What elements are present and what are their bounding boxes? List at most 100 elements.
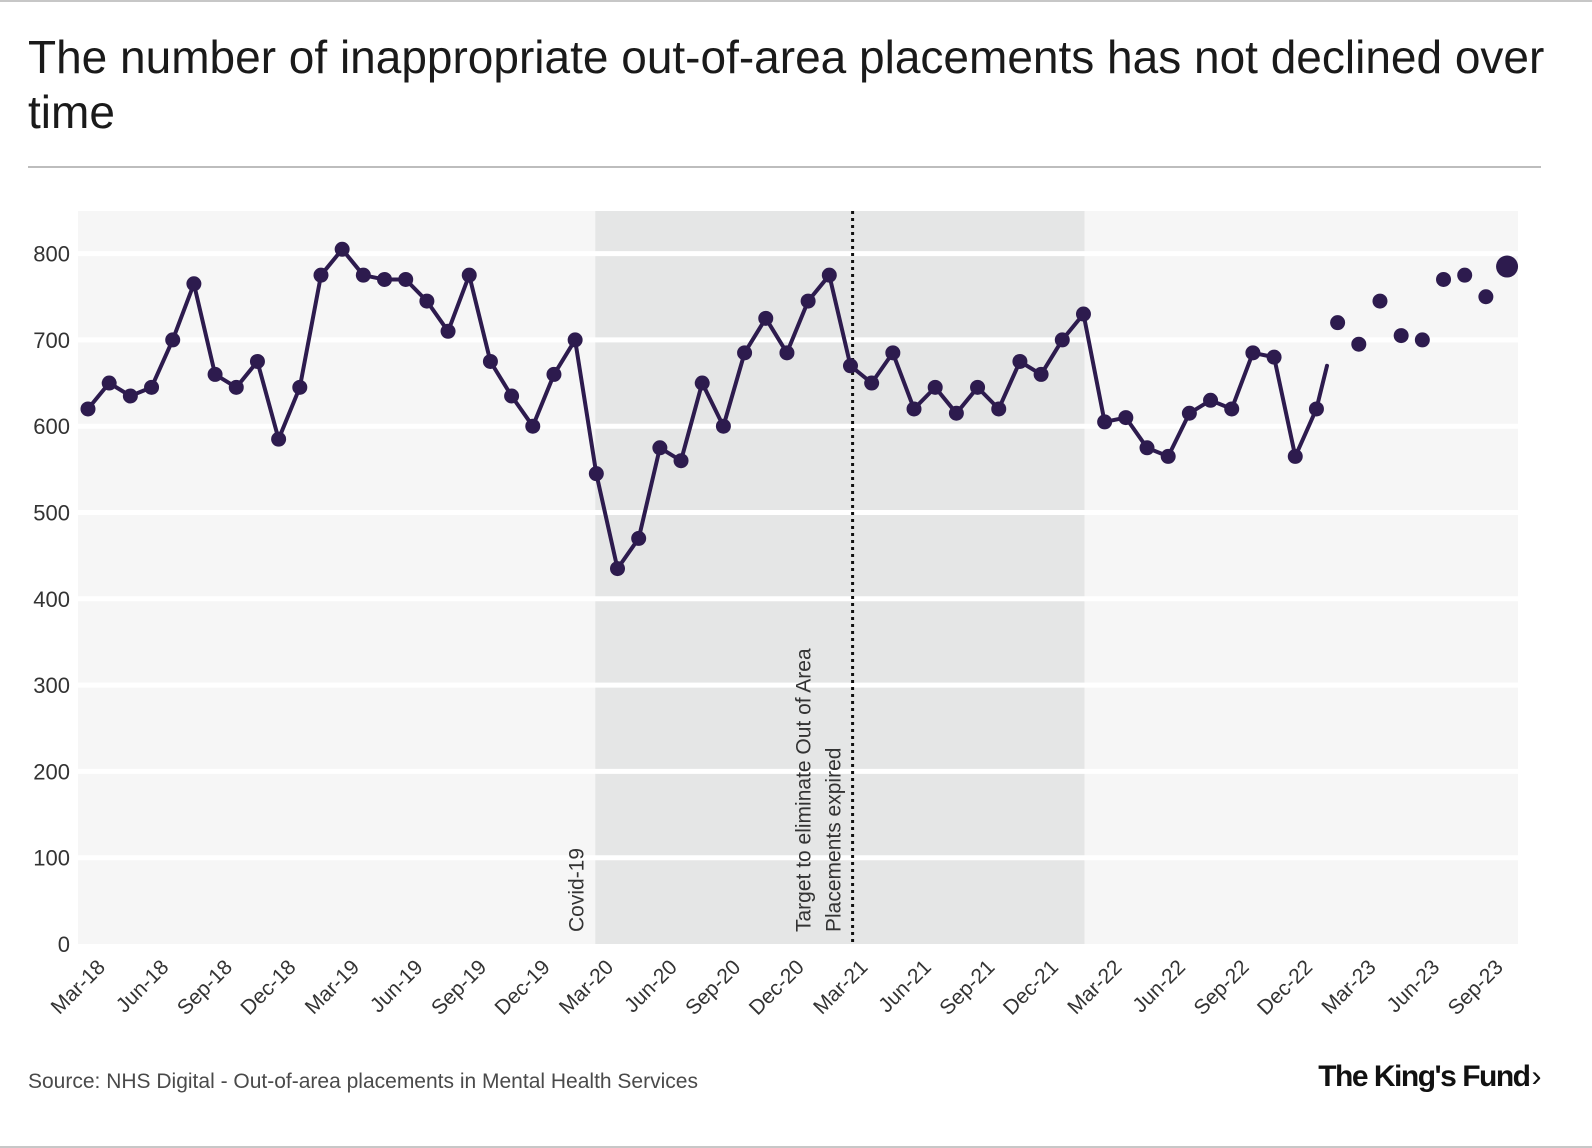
data-point [1118, 410, 1134, 426]
data-point [144, 379, 160, 395]
x-tick-label: Sep-20 [681, 956, 745, 1020]
data-point [1012, 353, 1028, 369]
data-point [588, 466, 604, 482]
data-point [864, 375, 880, 391]
data-point [228, 379, 244, 395]
x-tick-label: Mar-18 [47, 956, 110, 1019]
data-point [1033, 366, 1049, 382]
data-point [1224, 401, 1240, 417]
x-tick-label: Jun-21 [874, 956, 936, 1018]
data-point [885, 345, 901, 361]
data-point [355, 267, 371, 283]
data-point [546, 366, 562, 382]
data-point [1436, 271, 1452, 287]
x-tick-label: Sep-21 [935, 956, 999, 1020]
data-point [1308, 401, 1324, 417]
x-tick-label: Sep-18 [173, 956, 237, 1020]
data-point [313, 267, 329, 283]
x-tick-label: Dec-18 [236, 956, 300, 1020]
data-point [1160, 448, 1176, 464]
data-point [842, 358, 858, 374]
data-point [737, 345, 753, 361]
data-point [991, 401, 1007, 417]
y-tick-label: 800 [33, 242, 70, 267]
data-point [80, 401, 96, 417]
data-point [1181, 405, 1197, 421]
data-point [334, 241, 350, 257]
y-tick-label: 300 [33, 673, 70, 698]
x-tick-label: Dec-21 [999, 956, 1063, 1020]
data-point [1393, 328, 1409, 344]
title-divider [28, 166, 1541, 168]
top-border [0, 0, 1592, 2]
source-note: Source: NHS Digital - Out-of-area placem… [28, 1070, 698, 1093]
x-tick-label: Jun-23 [1383, 956, 1445, 1018]
data-point [1372, 293, 1388, 309]
data-point [715, 418, 731, 434]
annotation-label: Placements expired [823, 748, 846, 932]
x-tick-label: Jun-19 [366, 956, 428, 1018]
y-tick-label: 0 [58, 932, 70, 957]
data-point [567, 332, 583, 348]
annotation-label: Target to eliminate Out of Area [793, 648, 816, 932]
data-point [821, 267, 837, 283]
logo-text: The King's Fund [1318, 1060, 1531, 1093]
y-tick-label: 500 [33, 501, 70, 526]
data-point [1139, 440, 1155, 456]
data-point [652, 440, 668, 456]
data-point [482, 353, 498, 369]
data-point [631, 530, 647, 546]
x-tick-label: Jun-22 [1128, 956, 1190, 1018]
data-point [1266, 349, 1282, 365]
data-point [440, 323, 456, 339]
data-point [186, 276, 202, 292]
x-tick-label: Mar-21 [809, 956, 872, 1019]
data-point [419, 293, 435, 309]
data-point [800, 293, 816, 309]
bottom-border [0, 1146, 1592, 1148]
data-point [610, 561, 625, 577]
x-tick-label: Mar-19 [301, 956, 364, 1019]
y-tick-label: 100 [33, 846, 70, 871]
chevron-right-icon: › [1531, 1060, 1542, 1093]
data-point [1245, 345, 1261, 361]
data-point [906, 401, 922, 417]
data-point [1203, 392, 1219, 408]
data-point [461, 267, 477, 283]
x-tick-label: Dec-20 [745, 956, 809, 1020]
x-tick-label: Jun-18 [112, 956, 174, 1018]
data-point [398, 271, 414, 287]
data-point [1496, 255, 1519, 278]
x-tick-label: Jun-20 [620, 956, 682, 1018]
x-tick-label: Mar-22 [1063, 956, 1126, 1019]
data-point [165, 332, 181, 348]
y-tick-label: 600 [33, 414, 70, 439]
data-point [1330, 315, 1346, 331]
data-point [377, 271, 393, 287]
data-point [525, 418, 541, 434]
x-tick-label: Sep-22 [1190, 956, 1254, 1020]
data-point [673, 453, 689, 469]
data-point [1478, 289, 1494, 305]
data-point [694, 375, 710, 391]
data-point [1414, 332, 1430, 348]
data-point [504, 388, 520, 404]
data-point [927, 379, 943, 395]
shaded-period-0 [595, 211, 1085, 944]
data-point [779, 345, 795, 361]
data-point [101, 375, 117, 391]
y-tick-label: 400 [33, 587, 70, 612]
data-point [207, 366, 223, 382]
chart-title: The number of inappropriate out-of-area … [28, 31, 1545, 138]
data-point [1054, 332, 1070, 348]
data-point [122, 388, 138, 404]
annotation-label: Covid-19 [565, 848, 588, 932]
x-tick-label: Dec-22 [1253, 956, 1317, 1020]
data-point [1287, 448, 1303, 464]
data-point [271, 431, 287, 447]
data-point [1097, 414, 1113, 430]
data-point [758, 310, 774, 326]
x-tick-label: Dec-19 [491, 956, 555, 1020]
data-point [249, 353, 265, 369]
